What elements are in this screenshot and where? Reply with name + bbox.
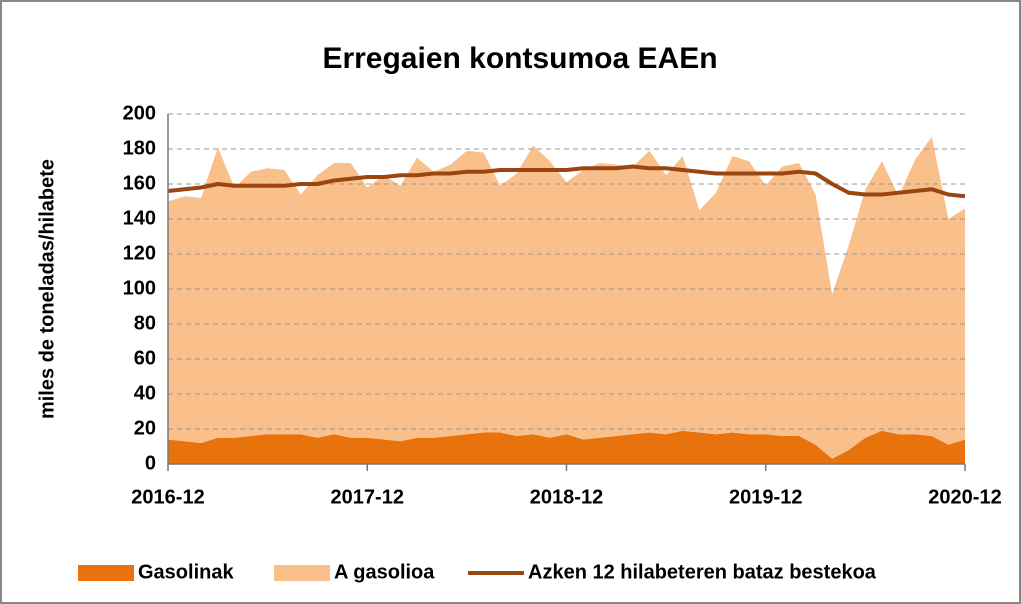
area	[168, 136, 965, 459]
x-tick-label: 2020-12	[928, 486, 1001, 508]
legend-label: Azken 12 hilabeteren bataz bestekoa	[528, 561, 877, 583]
y-tick-label: 200	[123, 102, 156, 124]
y-tick-label: 20	[134, 417, 156, 439]
y-tick-label: 100	[123, 277, 156, 299]
y-tick-label: 80	[134, 312, 156, 334]
y-tick-label: 60	[134, 347, 156, 369]
y-tick-label: 140	[123, 207, 156, 229]
line	[167, 164, 966, 199]
x-tick-label: 2017-12	[331, 486, 404, 508]
y-tick-label: 180	[123, 137, 156, 159]
x-tick-label: 2018-12	[530, 486, 603, 508]
y-tick-label: 160	[123, 172, 156, 194]
y-tick-label: 40	[134, 382, 156, 404]
legend-swatch	[78, 565, 134, 581]
chart-title: Erregaien kontsumoa EAEn	[322, 42, 717, 75]
legend-label: A gasolioa	[334, 561, 435, 583]
y-tick-label: 120	[123, 242, 156, 264]
legend-swatch	[274, 565, 330, 581]
area	[168, 430, 965, 464]
x-tick-label: 2019-12	[729, 486, 802, 508]
x-tick-label: 2016-12	[131, 486, 204, 508]
y-axis-label: miles de toneladas/hilabete	[36, 159, 58, 419]
y-tick-label: 0	[145, 452, 156, 474]
legend-label: Gasolinak	[138, 561, 234, 583]
